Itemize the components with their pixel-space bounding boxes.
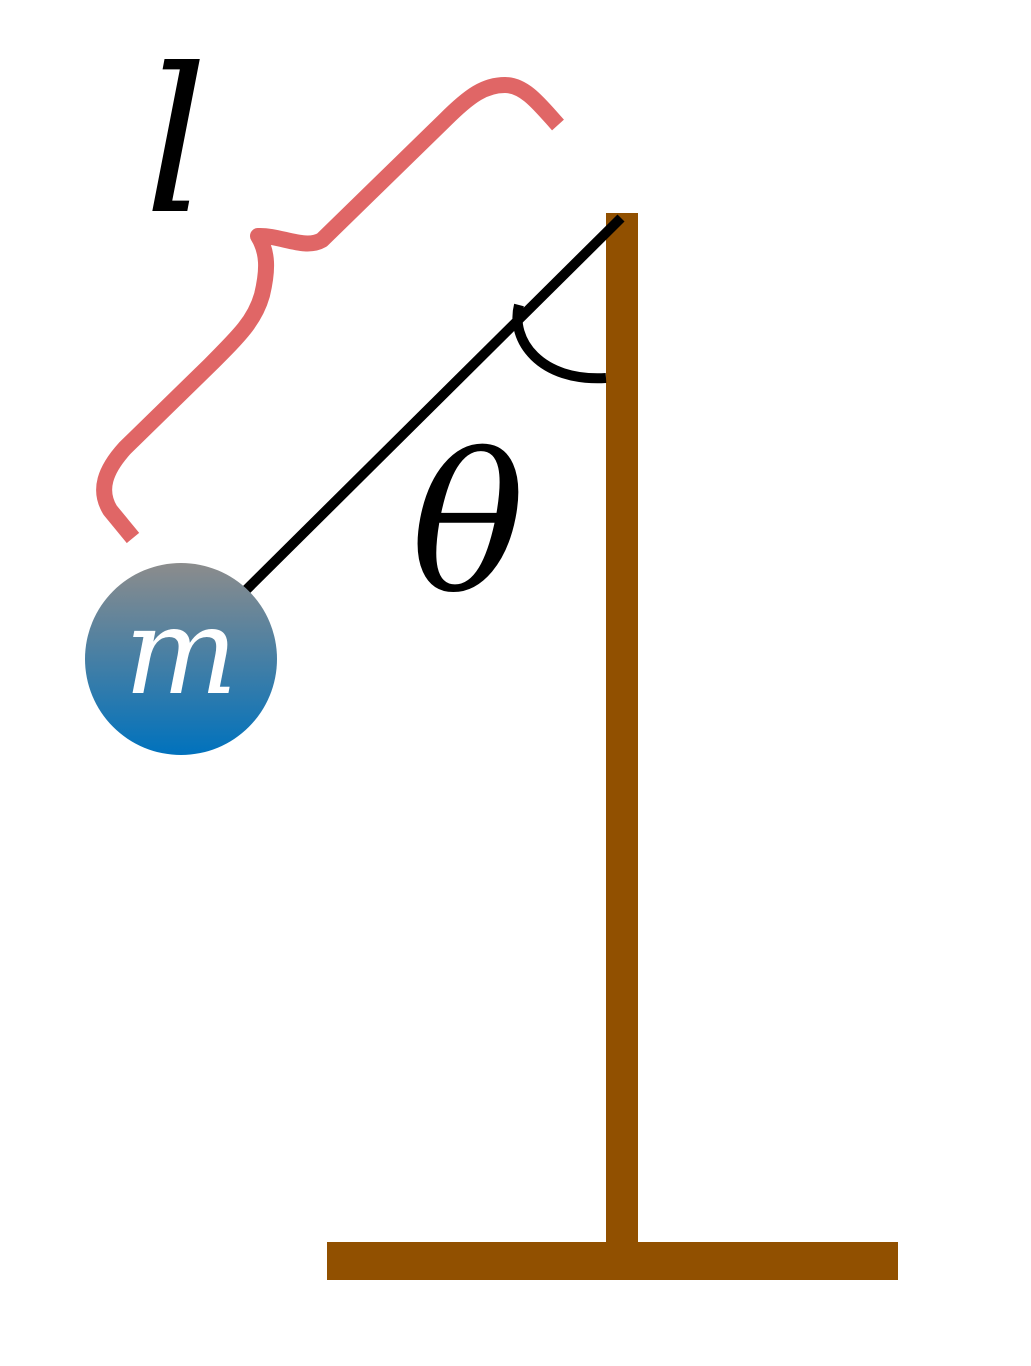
- angle-arc: [517, 305, 606, 378]
- length-label: l: [144, 26, 208, 259]
- stand-pole: [606, 213, 638, 1261]
- angle-label: θ: [411, 414, 525, 635]
- mass-label: m: [124, 583, 238, 722]
